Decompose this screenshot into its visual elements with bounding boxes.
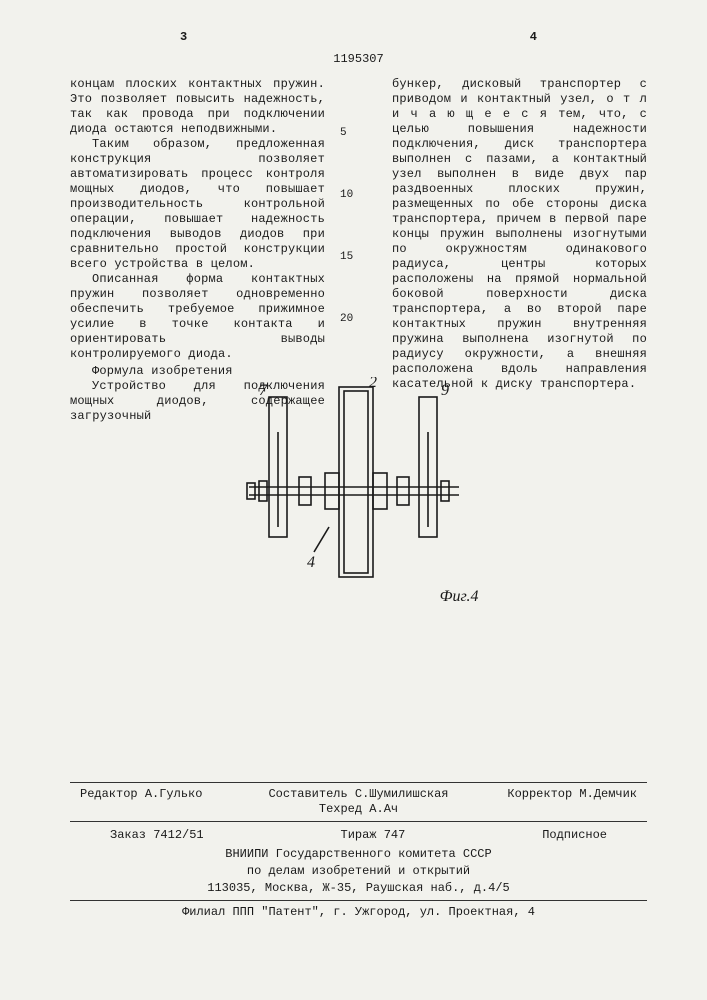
podpisnoe: Подписное — [542, 828, 607, 843]
line-num-15: 15 — [340, 251, 353, 265]
line-num-10: 10 — [340, 189, 353, 203]
figure-label: Фиг.4 — [440, 587, 479, 607]
tirazh-value: 747 — [384, 828, 406, 842]
line-num-20: 20 — [340, 313, 353, 327]
order-row: Заказ 7412/51 Тираж 747 Подписное — [70, 826, 647, 845]
composer-name: С.Шумилишская — [355, 787, 449, 801]
callout-9: 9 — [441, 382, 449, 399]
order-label: Заказ — [110, 828, 146, 842]
corrector-name: М.Демчик — [579, 787, 637, 801]
callout-7: 7 — [259, 382, 268, 399]
footer-rule-1 — [70, 782, 647, 783]
callout-2: 2 — [369, 377, 377, 391]
corrector-label: Корректор — [507, 787, 572, 801]
order-value: 7412/51 — [153, 828, 203, 842]
line-num-5: 5 — [340, 127, 347, 141]
callout-4: 4 — [307, 554, 315, 571]
page-number-right: 4 — [530, 30, 537, 45]
footer-rule-3 — [70, 900, 647, 901]
tirazh-label: Тираж — [341, 828, 377, 842]
left-p3: Описанная форма контактных пружин позвол… — [70, 272, 325, 362]
figure-svg: 7 2 9 4 — [229, 377, 489, 617]
right-p1: бункер, дисковый транспортер с приводом … — [392, 77, 647, 392]
techred-label: Техред — [319, 802, 362, 816]
page-numbers-row: 3 4 — [70, 30, 647, 48]
techred-name: А.Ач — [369, 802, 398, 816]
org-line-2: по делам изобретений и открытий — [70, 864, 647, 879]
text-columns: концам плоских контактных пружин. Это по… — [70, 77, 647, 337]
left-p1: концам плоских контактных пружин. Это по… — [70, 77, 325, 137]
addr-line: 113035, Москва, Ж-35, Раушская наб., д.4… — [70, 881, 647, 896]
page: 3 4 1195307 концам плоских контактных пр… — [0, 0, 707, 1000]
tirazh: Тираж 747 — [341, 828, 406, 843]
footer-block: Редактор А.Гулько Составитель С.Шумилишс… — [70, 778, 647, 920]
corrector-cell: Корректор М.Демчик — [457, 787, 637, 817]
filial-line: Филиал ППП "Патент", г. Ужгород, ул. Про… — [70, 905, 647, 920]
left-p2: Таким образом, предложенная конструкция … — [70, 137, 325, 272]
composer-label: Составитель — [268, 787, 347, 801]
org-line-1: ВНИИПИ Государственного комитета СССР — [70, 847, 647, 862]
editor-name: А.Гулько — [145, 787, 203, 801]
order: Заказ 7412/51 — [110, 828, 204, 843]
right-column: бункер, дисковый транспортер с приводом … — [392, 77, 647, 392]
footer-rule-2 — [70, 821, 647, 822]
composer-techred-cell: Составитель С.Шумилишская Техред А.Ач — [260, 787, 457, 817]
right-p1b: тем, что, с целью повышения надежности п… — [392, 107, 647, 391]
credits-row-1: Редактор А.Гулько Составитель С.Шумилишс… — [70, 787, 647, 817]
patent-number: 1195307 — [70, 52, 647, 67]
page-number-left: 3 — [180, 30, 187, 45]
editor-label: Редактор — [80, 787, 138, 801]
left-column: концам плоских контактных пружин. Это по… — [70, 77, 325, 424]
figure-4: 7 2 9 4 Фиг.4 — [229, 377, 489, 617]
editor-cell: Редактор А.Гулько — [80, 787, 260, 817]
